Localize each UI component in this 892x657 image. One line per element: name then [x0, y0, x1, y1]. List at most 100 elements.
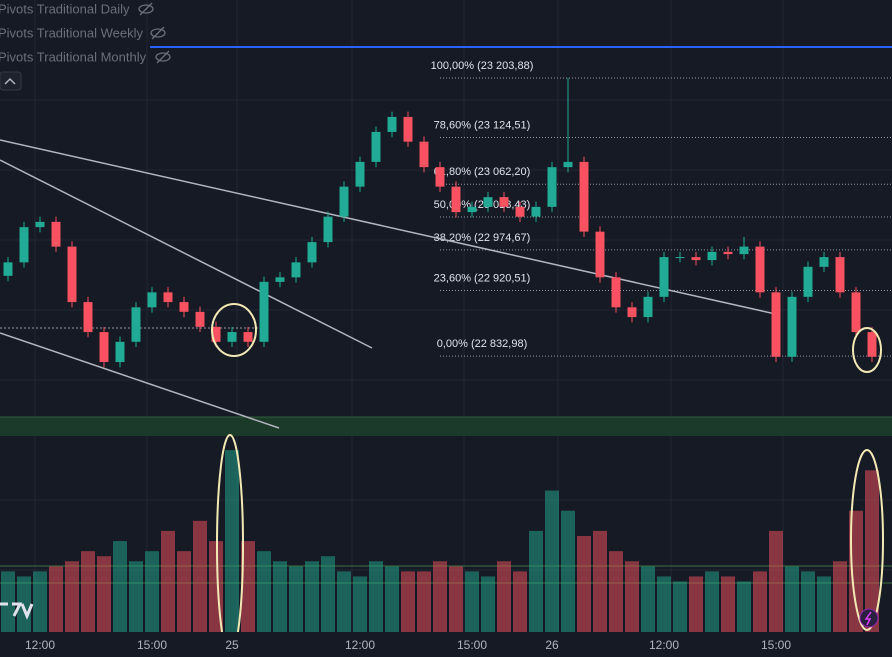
- candle-body: [499, 197, 509, 207]
- time-label: 26: [545, 638, 559, 652]
- candle-body: [131, 307, 141, 342]
- volume-bar: [97, 556, 111, 632]
- volume-bar: [689, 576, 703, 632]
- candle-body: [291, 262, 301, 278]
- indicator-label: Pivots Traditional Daily: [0, 1, 130, 16]
- time-label: 12:00: [649, 638, 679, 652]
- time-label: 12:00: [345, 638, 375, 652]
- volume-bar: [305, 561, 319, 632]
- volume-bar: [705, 571, 719, 632]
- volume-bar: [145, 551, 159, 632]
- volume-bar: [513, 571, 527, 632]
- candle-body: [275, 277, 285, 282]
- fib-label: 0,00% (22 832,98): [437, 338, 528, 350]
- lightning-button[interactable]: [859, 608, 879, 628]
- volume-bar: [321, 556, 335, 632]
- volume-bar: [113, 541, 127, 632]
- volume-bar: [161, 530, 175, 632]
- volume-bar: [753, 571, 767, 632]
- volume-bar: [529, 530, 543, 632]
- candle-body: [563, 161, 573, 168]
- candle-body: [467, 206, 477, 213]
- indicator-label: Pivots Traditional Monthly: [0, 49, 147, 64]
- volume-bar: [257, 551, 271, 632]
- zone: [0, 417, 892, 436]
- candle-body: [691, 257, 701, 261]
- candle-body: [99, 332, 109, 363]
- volume-bar: [465, 571, 479, 632]
- volume-bar: [497, 561, 511, 632]
- volume-bar: [273, 561, 287, 632]
- volume-bar: [721, 576, 735, 632]
- candle-body: [195, 311, 205, 327]
- candle-body: [403, 116, 413, 142]
- fib-label: 38,20% (22 974,67): [434, 232, 531, 244]
- volume-bar: [737, 581, 751, 632]
- volume-bar: [129, 561, 143, 632]
- candle-body: [35, 221, 45, 228]
- candle-body: [323, 216, 333, 243]
- volume-bar: [657, 576, 671, 632]
- volume-bar: [417, 571, 431, 632]
- volume-bar: [769, 530, 783, 632]
- volume-bar: [177, 551, 191, 632]
- time-label: 15:00: [761, 638, 791, 652]
- eye-icons[interactable]: [138, 2, 171, 64]
- volume-bar: [33, 571, 47, 632]
- candle-body: [83, 302, 93, 333]
- candle-body: [483, 197, 493, 207]
- lightning-icon: [864, 611, 872, 626]
- volume-bar: [849, 510, 863, 632]
- volume-bar: [193, 520, 207, 632]
- candle-body: [643, 296, 653, 318]
- time-labels: 12:00 15:00 25 12:00 15:00 26 12:00 15:00: [25, 638, 791, 652]
- candle-body: [867, 332, 877, 357]
- candle-body: [307, 242, 317, 263]
- candle-body: [243, 332, 253, 342]
- candle-body: [595, 231, 605, 278]
- candle-body: [707, 251, 717, 261]
- candle-body: [803, 266, 813, 297]
- volume-bar: [369, 561, 383, 632]
- time-label: 15:00: [457, 638, 487, 652]
- candle-body: [355, 161, 365, 187]
- candle-body: [51, 221, 61, 247]
- volume-bar: [81, 551, 95, 632]
- fib-label: 23,60% (22 920,51): [434, 272, 531, 284]
- candle-body: [675, 257, 685, 259]
- candle-body: [371, 131, 381, 162]
- candle-body: [659, 257, 669, 297]
- candle-body: [435, 167, 445, 187]
- volume-bar: [833, 561, 847, 632]
- volume-bar: [673, 581, 687, 632]
- volume-bar: [609, 551, 623, 632]
- candles: [3, 77, 877, 368]
- volume-bar: [353, 576, 367, 632]
- volume-bar: [65, 561, 79, 632]
- candle-body: [611, 277, 621, 308]
- candle-body: [19, 227, 29, 263]
- candle-body: [67, 246, 77, 303]
- time-label: 25: [225, 638, 239, 652]
- volume-bar: [545, 490, 559, 632]
- fib-label: 61,80% (23 062,20): [434, 166, 531, 178]
- volume-bar: [225, 450, 239, 632]
- volume-bar: [641, 566, 655, 632]
- volume-bar: [561, 510, 575, 632]
- fib-label: 78,60% (23 124,51): [434, 119, 531, 131]
- candle-body: [515, 206, 525, 217]
- volume-bar: [337, 571, 351, 632]
- volume-bar: [481, 576, 495, 632]
- time-label: 15:00: [137, 638, 167, 652]
- volume-bar: [801, 571, 815, 632]
- candle-body: [851, 292, 861, 333]
- candle-body: [819, 257, 829, 267]
- collapse-button[interactable]: [0, 71, 22, 91]
- candle-body: [627, 307, 637, 318]
- candle-body: [115, 341, 125, 363]
- volume-bar: [785, 566, 799, 632]
- volume-bar: [865, 470, 879, 632]
- volume-bar: [289, 566, 303, 632]
- logo: [0, 602, 34, 620]
